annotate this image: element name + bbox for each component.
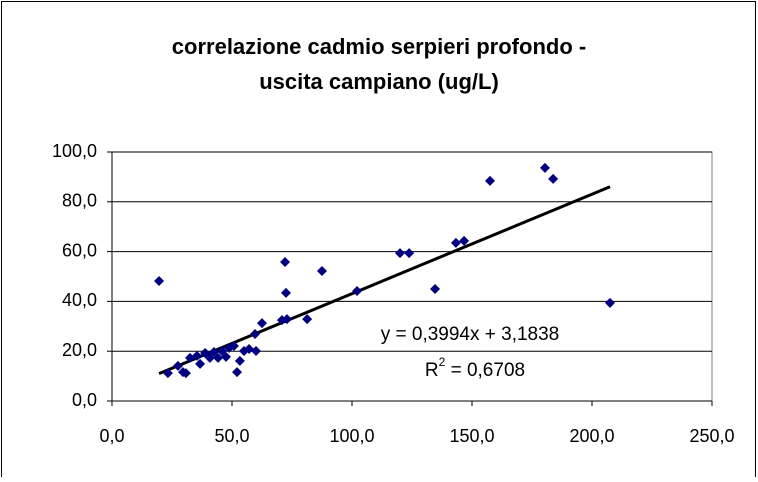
point [352, 285, 363, 296]
point [191, 350, 202, 361]
point [228, 340, 239, 351]
x-tick-label: 250,0 [689, 426, 734, 446]
point [404, 248, 415, 259]
point [280, 257, 291, 268]
point [257, 318, 267, 329]
y-tick-label: 40,0 [62, 290, 97, 310]
point [548, 173, 559, 184]
point [216, 345, 227, 356]
point [539, 162, 550, 173]
point [195, 358, 206, 369]
point [250, 329, 261, 340]
point [234, 355, 245, 366]
point [221, 351, 231, 362]
point [459, 235, 470, 246]
point [251, 345, 261, 356]
x-tick-label: 150,0 [449, 426, 494, 446]
point [204, 352, 215, 363]
x-tick-label: 50,0 [214, 426, 249, 446]
point [485, 175, 495, 186]
point [302, 314, 313, 325]
marks: 0,0 20,0 40,0 60,0 80,0 100,0 0,0 50,0 100,0 150,… [52, 141, 735, 446]
y-tick-label: 80,0 [62, 191, 97, 211]
r-squared-part: = 0,6708 [445, 360, 525, 381]
y-tick-label: 0,0 [72, 390, 97, 410]
point [430, 283, 441, 294]
point [281, 314, 292, 325]
y-tick-label: 20,0 [62, 340, 97, 360]
r-squared-part: R [425, 360, 439, 381]
x-tick-label: 0,0 [99, 426, 124, 446]
point [180, 368, 191, 379]
r-squared-part: 2 [439, 355, 446, 369]
point [395, 248, 405, 259]
chart-title: uscita campiano (ug/L) [259, 69, 499, 94]
x-tick-label: 100,0 [329, 426, 374, 446]
point [317, 266, 327, 277]
point [154, 275, 165, 286]
chart-title: correlazione cadmio serpieri profondo - [172, 34, 586, 59]
trendline-equation: y = 0,3994x + 3,1838 [381, 324, 560, 345]
point [162, 368, 173, 379]
point [232, 367, 243, 378]
point [281, 287, 291, 298]
point [213, 352, 224, 363]
point [209, 346, 219, 357]
point [173, 360, 183, 371]
r-squared: R2 = 0,6708 [425, 355, 525, 381]
x-tick-label: 200,0 [569, 426, 614, 446]
point [450, 237, 461, 248]
y-tick-label: 60,0 [62, 240, 97, 260]
y-tick-label: 100,0 [52, 141, 97, 161]
point [605, 297, 615, 308]
